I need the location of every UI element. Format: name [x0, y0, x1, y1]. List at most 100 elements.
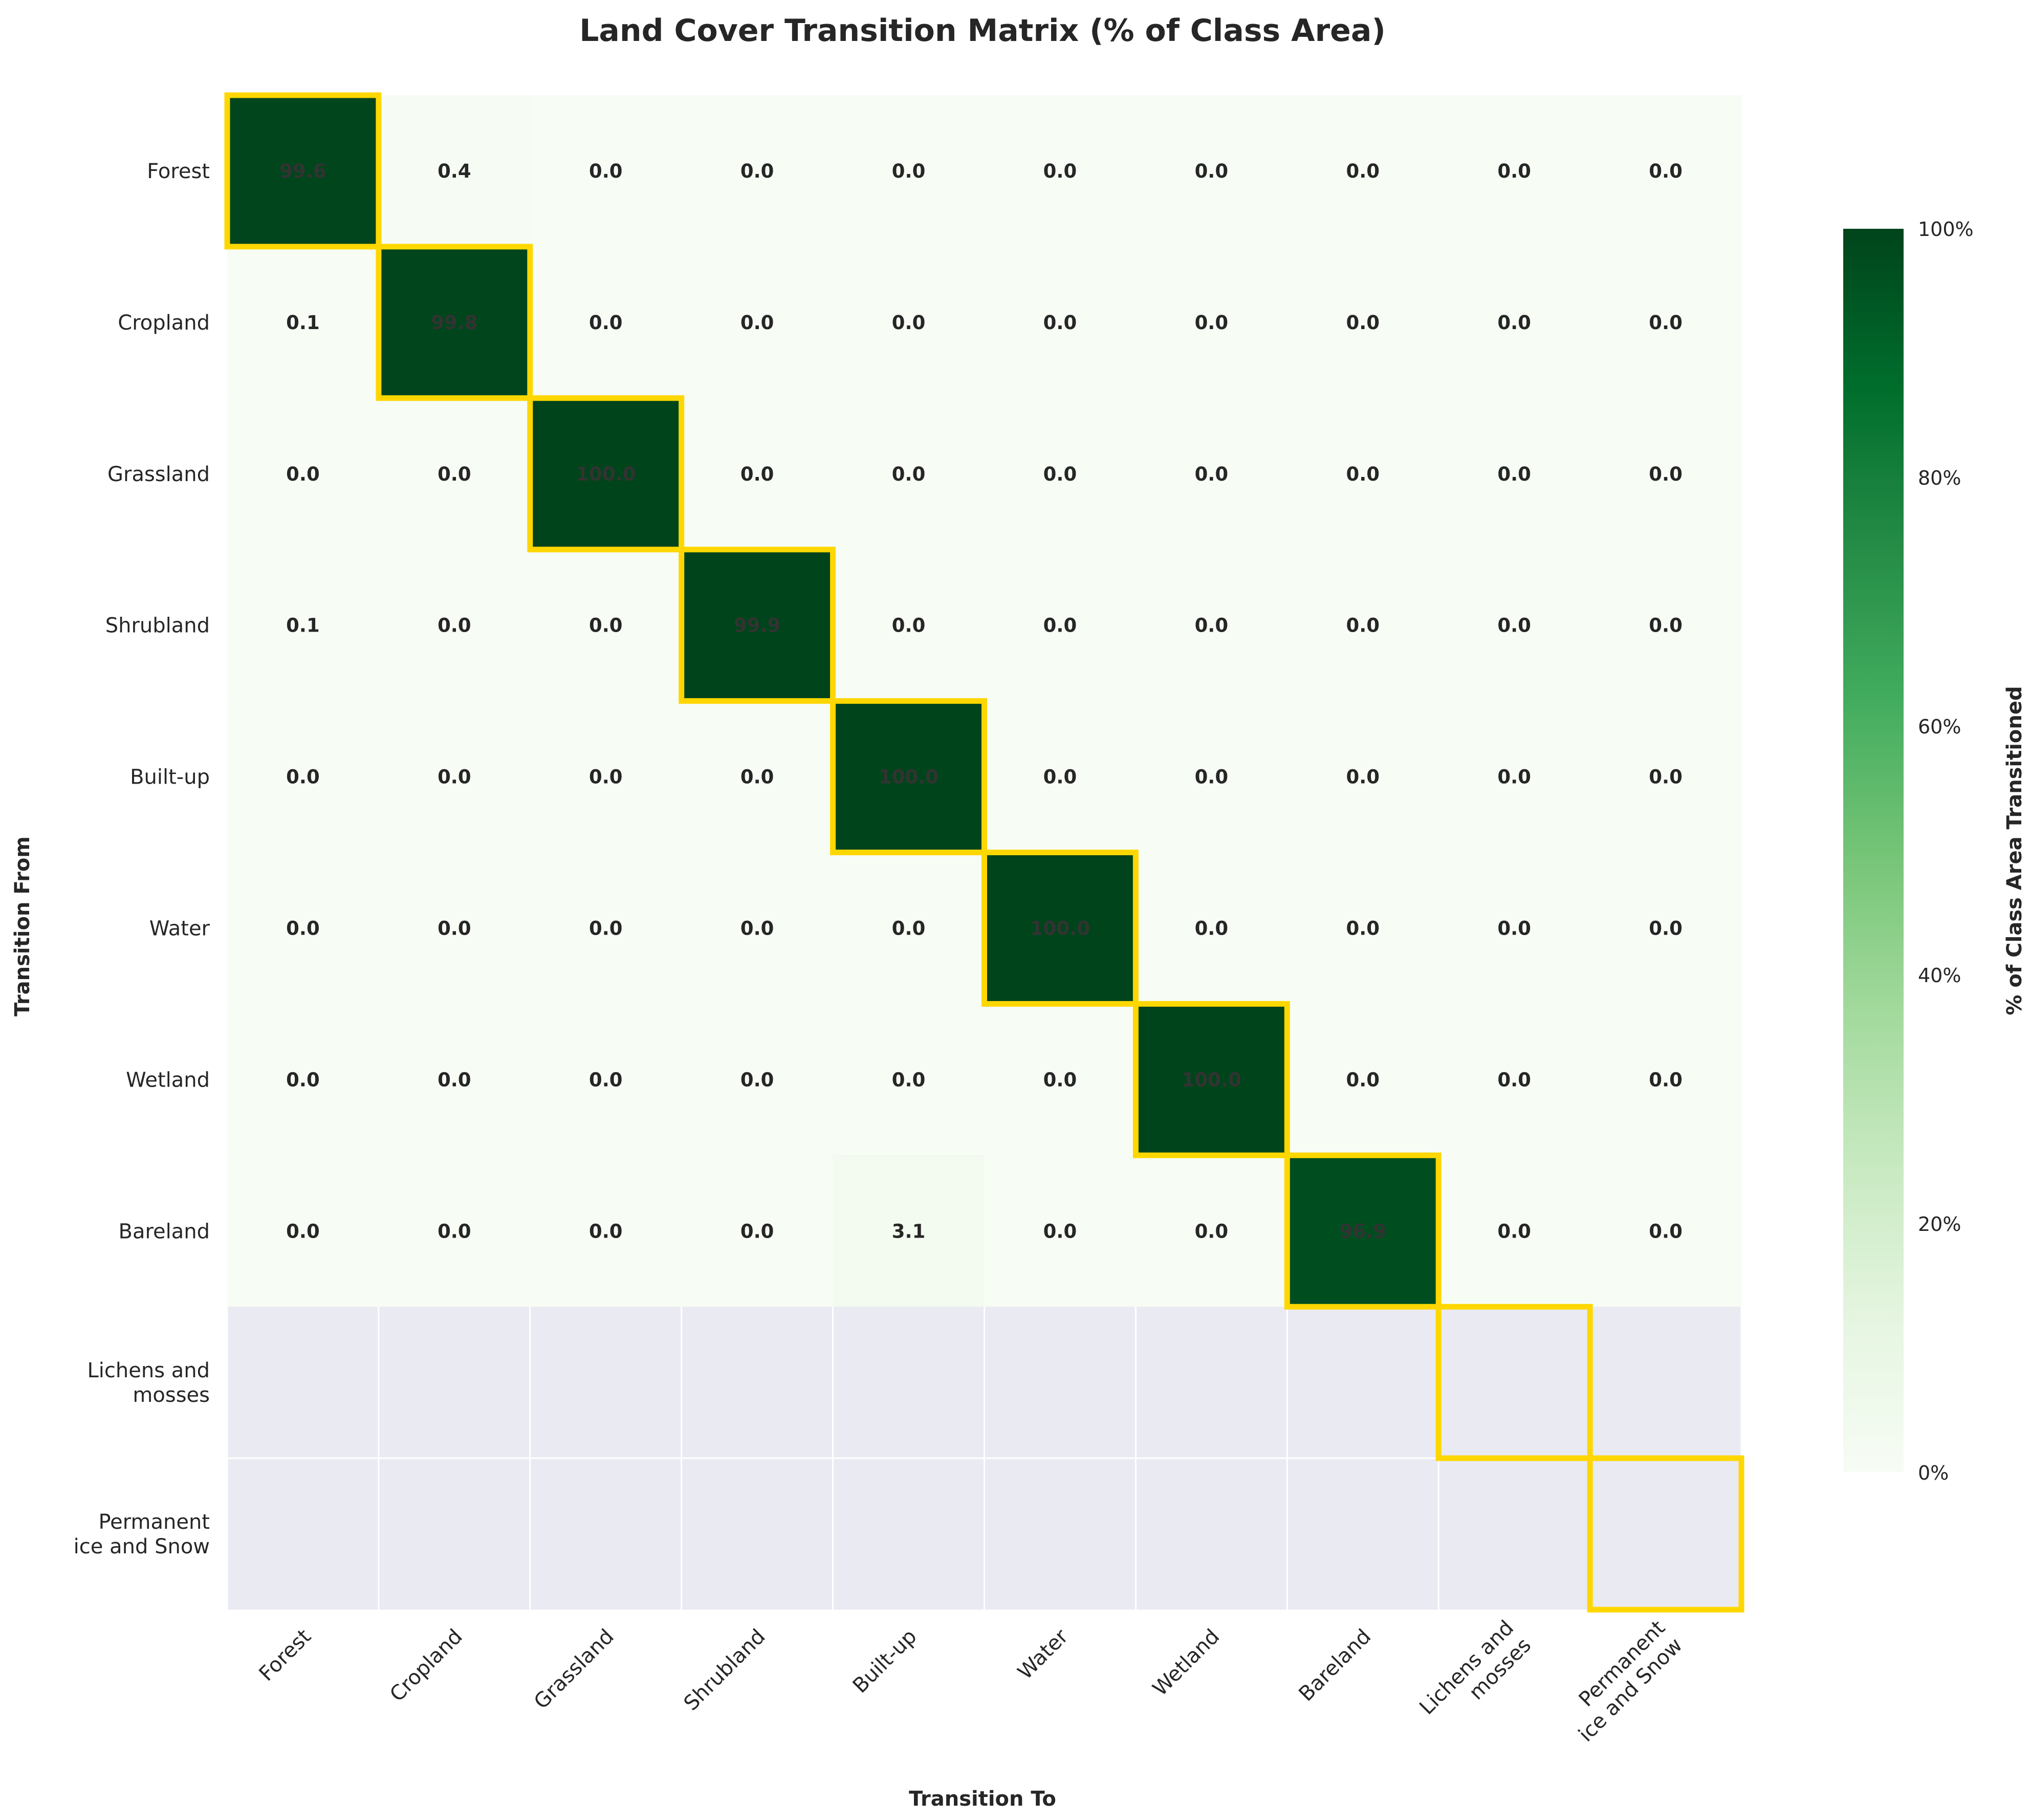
cell-value-label: 0.0 — [1497, 615, 1531, 637]
cell-value-label: 0.0 — [589, 1069, 623, 1091]
cell-value-label: 0.0 — [1043, 1069, 1077, 1091]
heatmap-cell — [227, 1004, 379, 1156]
heatmap-cell — [378, 95, 530, 247]
cell-value-label: 0.0 — [589, 615, 623, 637]
heatmap-cell — [1590, 246, 1741, 398]
heatmap-cell — [681, 398, 833, 550]
svg-text:Shrubland: Shrubland — [680, 1624, 770, 1715]
heatmap-cell — [1438, 246, 1590, 398]
cell-value-label: 99.6 — [279, 160, 326, 182]
heatmap-cell — [378, 246, 530, 398]
heatmap-cell — [227, 852, 379, 1004]
heatmap-cell — [1590, 852, 1741, 1004]
cell-value-label: 0.0 — [1497, 917, 1531, 939]
heatmap-cell — [833, 398, 985, 550]
heatmap-cell — [833, 701, 985, 853]
y-tick-label: Grassland — [107, 463, 210, 486]
cell-value-label: 0.0 — [740, 1220, 774, 1242]
heatmap-cell — [833, 549, 985, 701]
heatmap-cell — [984, 549, 1136, 701]
heatmap-cell — [681, 852, 833, 1004]
diagonal-highlight-box — [224, 92, 382, 250]
cell-value-label: 0.0 — [892, 615, 926, 637]
colorbar-tick-label: 0% — [1918, 1462, 1949, 1484]
cell-value-label: 0.0 — [1649, 615, 1683, 637]
heatmap-cell — [1136, 1155, 1287, 1307]
svg-text:Water: Water — [1013, 1624, 1073, 1684]
x-tick-label: Shrubland — [680, 1624, 770, 1715]
heatmap-cell — [227, 95, 379, 247]
heatmap-cell — [984, 398, 1136, 550]
cell-value-label: 0.0 — [1043, 463, 1077, 485]
heatmap-cell — [1590, 1004, 1741, 1156]
cell-value-label: 0.1 — [286, 615, 320, 637]
cell-value-label: 0.0 — [892, 463, 926, 485]
cell-value-label: 0.0 — [1649, 463, 1683, 485]
heatmap-cell — [1590, 701, 1741, 853]
cell-value-label: 0.0 — [286, 1069, 320, 1091]
x-tick-label: Water — [1013, 1624, 1073, 1684]
heatmap-cell — [1590, 95, 1741, 247]
heatmap-cell — [1438, 1004, 1590, 1156]
heatmap-cell — [681, 1155, 833, 1307]
heatmap-cell — [378, 852, 530, 1004]
heatmap-cell — [378, 701, 530, 853]
heatmap-cell — [378, 1155, 530, 1307]
cell-value-label: 0.0 — [438, 766, 471, 788]
heatmap-cell — [1287, 95, 1439, 247]
svg-text:Permanentice and Snow: Permanentice and Snow — [1557, 1616, 1687, 1746]
svg-text:Bareland: Bareland — [1294, 1624, 1376, 1706]
x-tick-label: Forest — [255, 1624, 316, 1685]
heatmap-cell — [530, 95, 682, 247]
heatmap-grid: 99.6 0.4 0.0 0.0 0.0 0.0 0.0 0.0 0.0 0.0 0.1 99.8 0.… — [226, 95, 1742, 1610]
diagonal-highlight-box — [981, 850, 1139, 1007]
y-tick-label: Permanent ice and Snow — [74, 1510, 210, 1558]
y-axis-label: Transition From — [11, 836, 34, 1016]
x-tick-label: Lichens andmosses — [1415, 1616, 1536, 1719]
cell-value-label: 0.0 — [1497, 1220, 1531, 1242]
colorbar-tick-label: 80% — [1918, 467, 1961, 489]
colorbar-tick-label: 20% — [1918, 1213, 1961, 1236]
cell-value-label: 0.4 — [438, 160, 471, 182]
heatmap-cell — [227, 398, 379, 550]
heatmap-cell — [1438, 852, 1590, 1004]
x-tick-label: Permanentice and Snow — [1557, 1616, 1687, 1746]
cell-value-label: 100.0 — [1030, 917, 1090, 939]
x-tick-label: Cropland — [385, 1624, 467, 1706]
cell-value-label: 0.0 — [286, 766, 320, 788]
colorbar-tick-label: 40% — [1918, 964, 1961, 987]
cell-value-label: 0.0 — [589, 766, 623, 788]
heatmap-cell — [984, 1155, 1136, 1307]
cell-value-label: 0.0 — [1346, 463, 1380, 485]
cell-value-label: 0.0 — [1195, 160, 1229, 182]
cell-value-label: 0.1 — [286, 312, 320, 334]
diagonal-highlight-box — [679, 547, 836, 704]
x-tick-labels: Forest Cropland Grassland Shrubland Built-up… — [255, 1616, 1687, 1746]
cell-value-label: 0.0 — [740, 160, 774, 182]
y-tick-label: Lichens and mosses — [87, 1359, 210, 1407]
heatmap-cell — [530, 246, 682, 398]
x-tick-label: Grassland — [530, 1624, 619, 1714]
heatmap-cell — [1136, 95, 1287, 247]
cell-value-label: 0.0 — [892, 160, 926, 182]
cell-value-label: 0.0 — [1497, 766, 1531, 788]
heatmap-cell — [984, 1004, 1136, 1156]
colorbar-gradient — [1843, 229, 1904, 1472]
cell-value-label: 0.0 — [1043, 1220, 1077, 1242]
cell-value-label: 0.0 — [286, 917, 320, 939]
cell-value-label: 100.0 — [879, 766, 938, 788]
cell-value-label: 100.0 — [1182, 1069, 1241, 1091]
heatmap-cell — [227, 246, 379, 398]
diagonal-highlight-box — [1587, 1455, 1744, 1613]
y-tick-labels: Forest Cropland Grassland Shrubland Built-up… — [74, 160, 210, 1558]
cell-value-label: 0.0 — [892, 1069, 926, 1091]
heatmap-cell — [681, 1004, 833, 1156]
heatmap-cell — [1287, 1004, 1439, 1156]
heatmap-cell — [833, 246, 985, 398]
heatmap-cell — [681, 701, 833, 853]
heatmap-cell — [1438, 95, 1590, 247]
cell-value-label: 0.0 — [740, 766, 774, 788]
heatmap-cell — [681, 95, 833, 247]
cell-value-label: 0.0 — [438, 917, 471, 939]
heatmap-cell — [378, 398, 530, 550]
